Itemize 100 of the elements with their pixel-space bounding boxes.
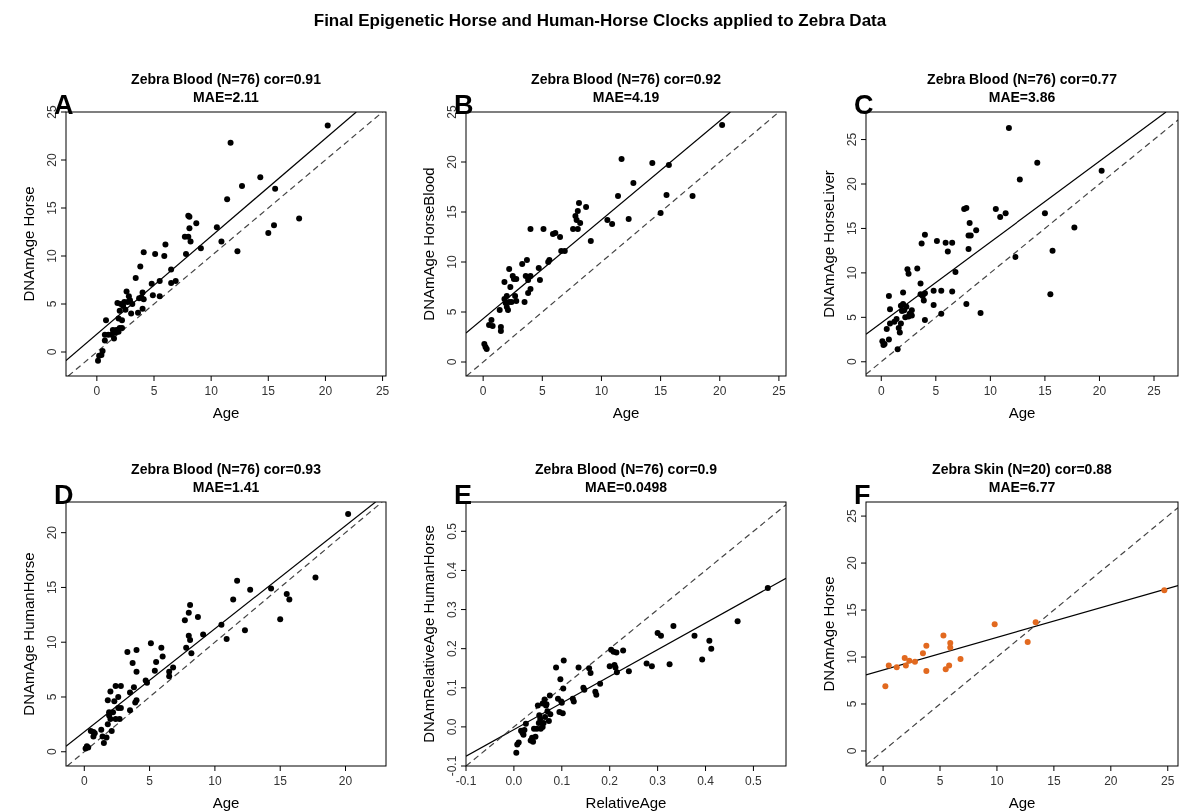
x-tick-label: 25 [1161,774,1175,788]
point [940,632,947,639]
y-axis-title: DNAmRelativeAge HumanHorse [420,525,437,743]
chart-title: Zebra Blood (N=76) cor=0.77 [927,71,1118,87]
point [901,654,908,661]
x-tick-label: 20 [713,384,727,398]
x-tick-label: 10 [594,384,609,398]
y-tick-label: 5 [45,693,59,701]
y-tick-label: 5 [445,308,459,316]
point [957,655,964,662]
x-tick-label: 25 [772,384,786,398]
y-tick-label: 0.0 [445,718,459,736]
text: Final Epigenetic Horse and Human-Horse Clocks applied to Zebra Data [313,11,887,30]
point [947,644,954,651]
x-tick-label: 0.5 [745,774,763,788]
y-axis-title: DNAmAge Horse [820,576,837,692]
y-tick-label: 0.1 [445,679,459,697]
annotation: C [854,90,874,120]
y-tick-label: 15 [845,603,859,617]
y-tick-label: 15 [45,201,59,215]
y-tick-label: 0 [845,747,859,755]
x-tick-label: 10 [983,384,998,398]
x-tick-label: 0.0 [505,774,523,788]
x-tick-label: 10 [990,774,1004,788]
x-tick-label: 20 [1104,774,1118,788]
x-tick-label: 0.4 [697,774,715,788]
point [906,657,913,664]
x-axis-title: Age [1008,794,1036,811]
x-tick-label: 5 [150,384,158,398]
y-tick-label: 25 [845,132,859,147]
x-tick-label: 15 [1038,384,1052,398]
x-tick-label: 5 [932,384,940,398]
point [1024,638,1031,645]
x-tick-label: 5 [146,774,154,788]
y-tick-label: 10 [45,249,59,263]
point [923,642,930,649]
y-tick-label: 20 [845,177,859,191]
y-tick-label: 10 [845,650,859,664]
x-tick-label: 0.1 [553,774,571,788]
x-tick-label: 5 [538,384,546,398]
y-tick-label: 20 [45,153,59,167]
y-tick-label: 10 [45,635,59,649]
y-axis-title: DNAmAge HorseLiver [820,170,837,318]
point [885,662,892,669]
x-tick-label: -0.1 [455,774,477,788]
x-tick-label: 15 [653,384,668,398]
y-tick-label: 0 [45,348,59,356]
x-tick-label: 10 [204,384,219,398]
x-tick-label: 20 [1092,384,1107,398]
y-tick-label: 20 [445,155,459,169]
y-tick-label: 15 [45,580,59,595]
annotation: F [854,480,871,510]
point [1161,587,1168,594]
y-tick-label: 20 [845,556,859,570]
y-tick-label: 25 [845,509,859,523]
x-tick-label: 10 [208,774,222,788]
chart-title: Zebra Blood (N=76) cor=0.9 [534,461,718,477]
chart-subtitle: MAE=4.19 [592,89,660,105]
y-tick-label: 10 [445,255,459,269]
chart-title: Zebra Blood (N=76) cor=0.91 [131,71,322,87]
y-tick-label: 15 [845,221,859,236]
x-tick-label: 0.2 [601,774,619,788]
x-tick-label: 15 [273,774,288,788]
point [1032,619,1039,626]
y-axis-title: DNAmAge HorseBlood [420,167,437,321]
x-tick-label: 25 [1147,384,1161,398]
y-tick-label: 0 [45,748,59,756]
x-tick-label: 20 [318,384,333,398]
x-tick-label: 0 [93,384,101,398]
y-tick-label: 20 [45,525,59,540]
y-tick-label: 0.4 [445,561,459,579]
x-tick-label: 25 [375,384,390,398]
y-tick-label: 0 [445,358,459,366]
x-tick-label: 15 [1047,774,1061,788]
x-axis-title: Age [1008,404,1036,421]
annotation: D [54,480,74,510]
point [882,683,889,690]
point [947,639,954,646]
point [893,664,900,671]
y-axis-title: DNAmAge HumanHorse [20,552,37,716]
y-tick-label: 0.2 [445,640,459,658]
point [991,621,998,628]
y-tick-label: 0.3 [445,600,459,618]
point [919,650,926,657]
x-tick-label: 5 [936,774,944,788]
y-tick-label: 5 [845,313,859,321]
point [946,662,953,669]
x-tick-label: 15 [261,384,276,398]
chart-title: Zebra Blood (N=76) cor=0.92 [531,71,722,87]
y-tick-label: 5 [45,300,59,308]
x-tick-label: 0 [877,384,885,398]
point [902,662,909,669]
x-axis-title: Age [212,794,240,811]
y-tick-label: 5 [845,700,859,708]
x-axis-title: RelativeAge [585,794,667,811]
chart-subtitle: MAE=1.41 [192,479,260,495]
chart-title: Zebra Blood (N=76) cor=0.93 [131,461,322,477]
x-axis-title: Age [612,404,640,421]
annotation: E [454,480,473,510]
x-tick-label: 0.3 [649,774,667,788]
